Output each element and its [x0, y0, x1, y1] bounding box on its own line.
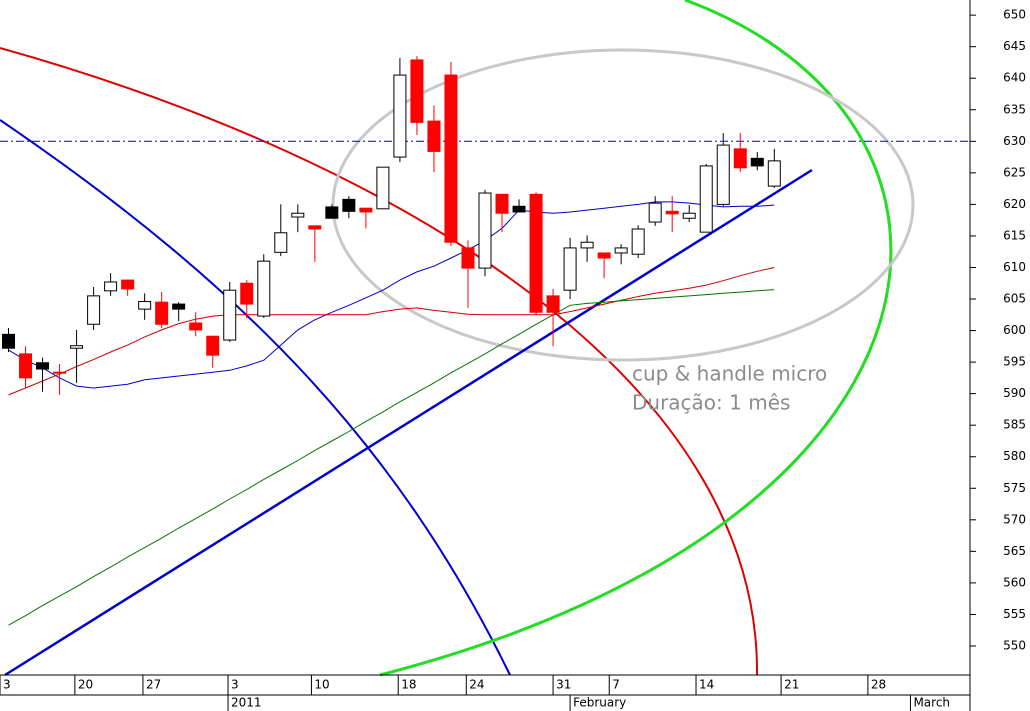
y-tick-label: 560 [1003, 575, 1026, 589]
annotation: cup & handle micro [632, 362, 827, 386]
y-tick-label: 585 [1003, 418, 1026, 432]
y-tick-label: 580 [1003, 449, 1026, 463]
candle-body [682, 212, 696, 219]
month-label: 2011 [231, 696, 262, 710]
candle-body [529, 193, 543, 313]
x-tick-label: 20 [78, 678, 93, 692]
candle-body [359, 207, 373, 213]
y-tick-label: 620 [1003, 197, 1026, 211]
x-tick-label: 21 [784, 678, 799, 692]
y-tick-label: 630 [1003, 134, 1026, 148]
candle-body [750, 157, 764, 167]
candle-body [767, 160, 781, 187]
y-tick-label: 550 [1003, 638, 1026, 652]
candle-body [19, 353, 33, 379]
candle-body [2, 333, 16, 349]
candle-body [325, 206, 339, 219]
candle-body [53, 371, 67, 374]
month-label: February [573, 696, 626, 710]
y-tick-label: 645 [1003, 39, 1026, 53]
candle-body [70, 345, 84, 349]
candle-body [512, 205, 526, 213]
moving-average [8, 201, 775, 389]
y-tick-label: 590 [1003, 386, 1026, 400]
candle-body [104, 281, 118, 292]
y-tick-label: 635 [1003, 102, 1026, 116]
x-tick-label: 14 [699, 678, 714, 692]
moving-average [8, 289, 775, 626]
candle-body [342, 198, 356, 212]
candle-body [308, 225, 322, 230]
month-label: March [913, 696, 950, 710]
y-tick-label: 570 [1003, 512, 1026, 526]
candle-body [189, 322, 203, 331]
y-tick-label: 650 [1003, 8, 1026, 22]
candle-body [240, 282, 254, 305]
candle-body [206, 335, 220, 356]
candle-body [410, 59, 424, 123]
y-tick-label: 640 [1003, 71, 1026, 85]
candle-body [580, 241, 594, 249]
candle-body [376, 166, 390, 210]
x-tick-label: 3 [231, 678, 239, 692]
drawings [0, 0, 915, 677]
candle-body [155, 301, 169, 325]
candle-body [699, 165, 713, 233]
y-tick-label: 615 [1003, 228, 1026, 242]
candle-body [87, 295, 101, 325]
candle-body [665, 210, 679, 215]
candle-body [631, 228, 645, 255]
x-tick-label: 27 [146, 678, 161, 692]
candle-body [291, 212, 305, 218]
candle-body [546, 295, 560, 313]
moving-average [8, 267, 775, 396]
candle-body [138, 301, 152, 310]
y-tick-label: 610 [1003, 260, 1026, 274]
candle-body [172, 303, 186, 310]
candle-body [393, 74, 407, 158]
y-tick-label: 575 [1003, 481, 1026, 495]
candle-body [478, 192, 492, 269]
x-tick-label: 31 [556, 678, 571, 692]
candle-body [461, 247, 475, 269]
blue-arc [0, 119, 511, 676]
y-tick-label: 600 [1003, 323, 1026, 337]
trend-line [4, 168, 813, 677]
candle-body [444, 74, 458, 243]
y-tick-label: 595 [1003, 355, 1026, 369]
cup-ellipse [331, 48, 915, 362]
x-tick-label: 7 [612, 678, 620, 692]
candle-body [563, 247, 577, 291]
y-tick-label: 565 [1003, 544, 1026, 558]
y-tick-label: 625 [1003, 165, 1026, 179]
candle-body [648, 202, 662, 223]
x-tick-label: 10 [314, 678, 329, 692]
x-tick-label: 3 [3, 678, 11, 692]
y-tick-label: 555 [1003, 607, 1026, 621]
candle-body [274, 232, 288, 253]
x-tick-label: 28 [871, 678, 886, 692]
candle-body [495, 193, 509, 214]
candle-body [223, 289, 237, 341]
candle-body [257, 260, 271, 317]
green-arc [379, 0, 893, 677]
y-tick-label: 605 [1003, 292, 1026, 306]
candle-body [716, 144, 730, 205]
candle-body [427, 120, 441, 152]
x-tick-label: 24 [469, 678, 484, 692]
candle-body [733, 148, 747, 169]
candle-body [36, 362, 50, 370]
annotation: Duração: 1 mês [632, 391, 790, 415]
candle-body [614, 247, 628, 254]
candle-body [121, 279, 135, 290]
candle-body [597, 252, 611, 259]
x-tick-label: 18 [401, 678, 416, 692]
